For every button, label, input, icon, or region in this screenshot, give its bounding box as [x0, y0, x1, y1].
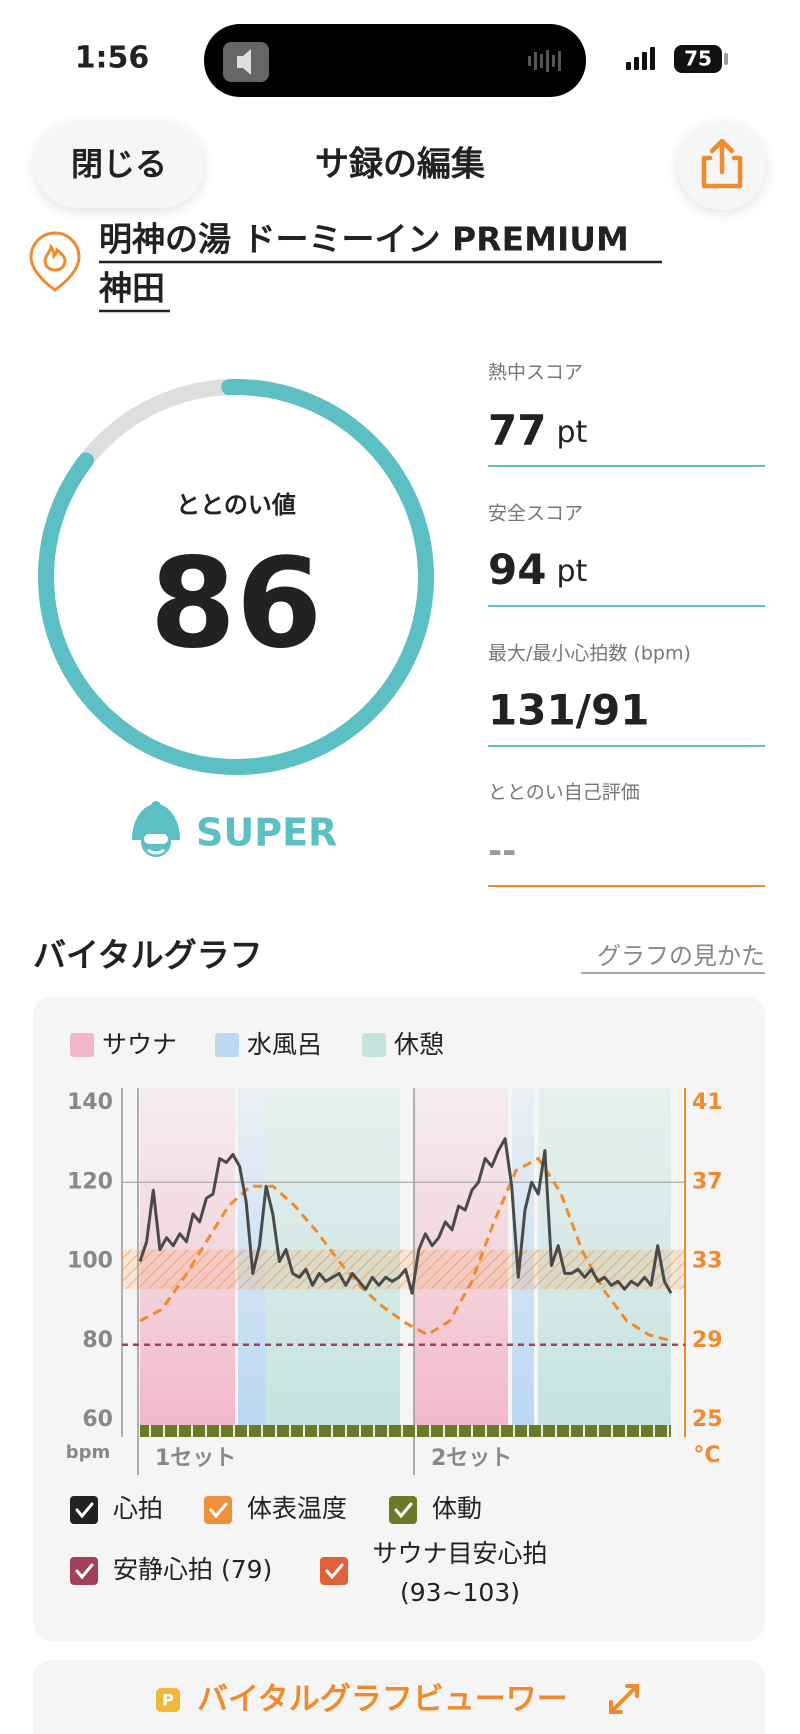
- section-title: バイタルグラフ: [33, 936, 263, 975]
- viewer-label[interactable]: バイタルグラフビューワー: [197, 1682, 568, 1718]
- temperature-line: [139, 1156, 672, 1343]
- score-ring: [38, 379, 434, 775]
- stat-value: 131/91: [488, 686, 649, 735]
- y2-tick-label: 29: [692, 1328, 723, 1353]
- stat-unit: pt: [556, 415, 587, 450]
- checkbox-label: サウナ目安心拍: [372, 1539, 547, 1568]
- stat-value: 77 pt: [488, 406, 587, 455]
- y-tick-label: 140: [67, 1090, 113, 1115]
- checkbox-label: 体動: [432, 1494, 482, 1523]
- y-tick-label: 120: [67, 1169, 113, 1194]
- score-value: 86: [150, 532, 323, 676]
- dynamic-island: [204, 24, 586, 97]
- stat-label: 安全スコア: [488, 503, 583, 525]
- stat-value: 94 pt: [488, 545, 587, 594]
- audio-wave: [528, 50, 561, 72]
- checkbox[interactable]: [204, 1496, 232, 1524]
- y2-tick-label: 37: [692, 1169, 723, 1194]
- checkbox[interactable]: [70, 1557, 98, 1585]
- checkbox-label: (93~103): [400, 1578, 520, 1607]
- score-label: ととのい値: [176, 491, 296, 519]
- checkmark: [394, 1502, 413, 1519]
- set-label: 1セット: [155, 1446, 236, 1471]
- stat-label: 最大/最小心拍数 (bpm): [488, 643, 691, 665]
- y2-tick-label: 25: [692, 1407, 723, 1432]
- legend-swatch: [70, 1033, 94, 1057]
- stat-unit: pt: [556, 554, 587, 589]
- speaker-glyph: [237, 49, 251, 75]
- battery: [674, 45, 722, 73]
- y2-unit: °C: [693, 1443, 720, 1468]
- motion-strip: [140, 1425, 671, 1437]
- help-link[interactable]: グラフの見かた: [597, 942, 765, 970]
- viewer-card[interactable]: [33, 1660, 765, 1734]
- stat-label: ととのい自己評価: [488, 782, 640, 804]
- checkbox-label: 心拍: [113, 1494, 163, 1523]
- viewer-badge: [156, 1688, 180, 1712]
- checkbox[interactable]: [70, 1496, 98, 1524]
- stat-value[interactable]: --: [488, 832, 516, 872]
- rank-label: SUPER: [196, 811, 337, 855]
- y-unit: bpm: [66, 1442, 111, 1463]
- legend-label: 休憩: [394, 1030, 444, 1059]
- checkbox-label: 体表温度: [247, 1494, 347, 1523]
- battery-level: 75: [684, 47, 712, 71]
- y2-tick-label: 41: [692, 1090, 723, 1115]
- checkmark: [75, 1502, 94, 1519]
- share-icon[interactable]: [701, 138, 743, 189]
- y-tick-label: 100: [67, 1249, 113, 1274]
- status-time: 1:56: [75, 41, 150, 76]
- legend-swatch: [215, 1033, 239, 1057]
- checkbox[interactable]: [320, 1557, 348, 1585]
- checkbox-label: 安静心拍 (79): [113, 1555, 272, 1584]
- close-button[interactable]: [35, 122, 204, 208]
- y2-tick-label: 33: [692, 1249, 723, 1274]
- screen-title: サ録の編集: [315, 145, 485, 185]
- facility-name[interactable]: 明神の湯 ドーミーイン PREMIUM: [99, 220, 629, 259]
- facility-name[interactable]: 神田: [98, 269, 165, 308]
- expand-icon[interactable]: [609, 1684, 639, 1714]
- checkmark: [325, 1563, 344, 1580]
- close-label[interactable]: 閉じる: [71, 145, 167, 183]
- y-tick-label: 60: [82, 1407, 113, 1432]
- checkmark: [209, 1502, 228, 1519]
- battery-cap: [724, 53, 728, 65]
- signal-icon: [626, 47, 655, 70]
- stat-number: 77: [488, 406, 546, 455]
- viewer-badge-text: P: [162, 1691, 174, 1710]
- rank-icon: [132, 801, 180, 857]
- y-tick-label: 80: [82, 1328, 113, 1353]
- stat-number: 94: [488, 545, 546, 594]
- stat-label: 熱中スコア: [488, 362, 583, 384]
- checkbox[interactable]: [389, 1496, 417, 1524]
- legend-label: 水風呂: [247, 1030, 322, 1059]
- legend-label: サウナ: [102, 1030, 177, 1059]
- legend-swatch: [362, 1033, 386, 1057]
- heart-rate-line: [138, 1137, 673, 1295]
- set-label: 2セット: [431, 1446, 512, 1471]
- facility-icon: [29, 231, 81, 292]
- vital-chart: サウナ 水風呂 休憩 60 80 100 120 140 25 29 33 37 41 bpm °C 1セット…: [66, 1030, 723, 1607]
- checkmark: [75, 1563, 94, 1580]
